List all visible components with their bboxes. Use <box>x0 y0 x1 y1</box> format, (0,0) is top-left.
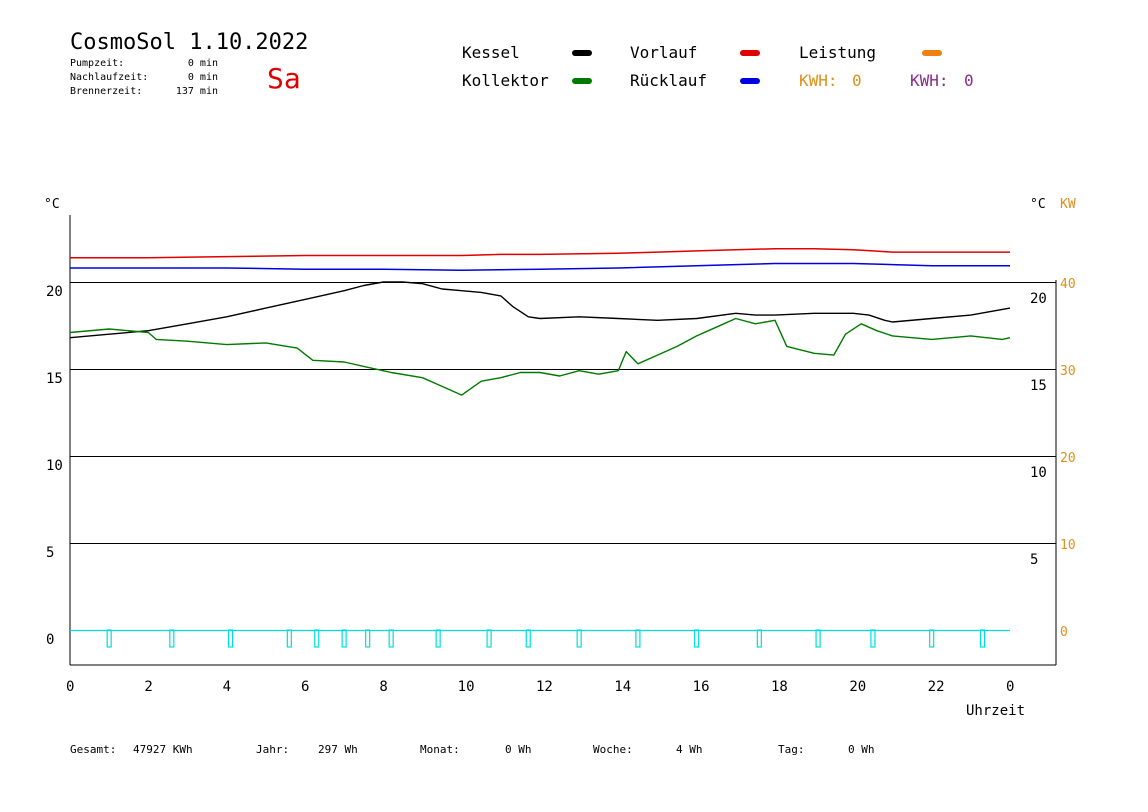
series-leistung-pulse-3 <box>286 629 292 648</box>
y-tick-left-5: 5 <box>46 545 54 561</box>
page-title: CosmoSol 1.10.2022 <box>70 30 309 55</box>
footer-jahr-value: 297 Wh <box>318 743 358 756</box>
y-tick-left-0: 0 <box>46 632 54 648</box>
x-tick-12: 0 <box>1006 679 1014 695</box>
series-leistung-pulse-2 <box>227 629 234 648</box>
legend-ruecklauf-swatch <box>740 78 760 84</box>
x-tick-4: 8 <box>379 679 387 695</box>
x-tick-2: 4 <box>223 679 231 695</box>
legend-kollektor-swatch <box>572 78 592 84</box>
series-kessel <box>69 281 1011 339</box>
x-tick-5: 10 <box>458 679 475 695</box>
series-leistung-pulse-1 <box>169 629 175 648</box>
legend-kwh-orange-label: KWH: <box>799 71 838 90</box>
series-leistung-pulse-14 <box>756 629 762 648</box>
footer-tag-value: 0 Wh <box>848 743 875 756</box>
stat-nachlaufzeit-value: 0 min <box>187 72 218 83</box>
x-tick-0: 0 <box>66 679 74 695</box>
footer-gesamt-value: 47927 KWh <box>133 743 193 756</box>
series-kollektor <box>69 317 1011 396</box>
legend-vorlauf-label: Vorlauf <box>630 43 698 62</box>
y-tick-right-temp-20: 20 <box>1030 291 1047 307</box>
y-tick-right-power-40: 40 <box>1060 277 1076 292</box>
y-tick-right-temp-10: 10 <box>1030 465 1047 481</box>
x-tick-10: 20 <box>849 679 866 695</box>
chart-labels: 20 15 10 5 0 20 15 10 5 40 30 20 10 0 °C °C KW 0 2 4 6 8 10 12 1… <box>44 197 1076 719</box>
series-leistung-pulse-18 <box>979 629 986 648</box>
series-leistung-pulse-13 <box>694 629 700 648</box>
series-leistung-pulse-16 <box>870 629 876 648</box>
stat-nachlaufzeit-label: Nachlaufzeit: <box>70 72 149 83</box>
y-tick-right-temp-5: 5 <box>1030 552 1038 568</box>
legend-kwh-purple-value: 0 <box>964 71 974 90</box>
right-temp-unit-label: °C <box>1030 197 1046 212</box>
x-tick-7: 14 <box>614 679 631 695</box>
footer-monat-value: 0 Wh <box>505 743 532 756</box>
stat-brennerzeit-value: 137 min <box>175 86 218 97</box>
y-tick-right-power-0: 0 <box>1060 625 1068 640</box>
stat-pumpzeit-value: 0 min <box>187 58 218 69</box>
series-leistung-pulse-15 <box>815 629 821 648</box>
series-leistung-pulse-5 <box>341 629 347 648</box>
stat-pumpzeit-label: Pumpzeit: <box>70 58 125 69</box>
series-vorlauf <box>70 247 1010 259</box>
chart-grid <box>69 215 1057 666</box>
footer-jahr-label: Jahr: <box>256 743 290 756</box>
legend-kollektor-label: Kollektor <box>462 71 549 90</box>
series-rcklauf <box>70 262 1010 272</box>
legend-leistung-label: Leistung <box>799 43 877 62</box>
y-tick-right-temp-15: 15 <box>1030 378 1047 394</box>
legend-kwh-orange-value: 0 <box>852 71 862 90</box>
series-leistung-pulse-10 <box>525 629 531 648</box>
series-leistung-pulse-8 <box>435 629 441 648</box>
legend-kessel-label: Kessel <box>462 43 520 62</box>
y-tick-left-10: 10 <box>46 458 63 474</box>
y-tick-left-20: 20 <box>46 284 63 300</box>
y-tick-right-power-20: 20 <box>1060 451 1076 466</box>
footer-tag-label: Tag: <box>778 743 805 756</box>
series-leistung-pulse-7 <box>388 629 394 648</box>
y-tick-right-power-10: 10 <box>1060 538 1076 553</box>
series-leistung-pulse-17 <box>929 629 935 648</box>
footer-woche-label: Woche: <box>593 743 633 756</box>
stat-brennerzeit-label: Brennerzeit: <box>70 86 143 97</box>
footer-woche-value: 4 Wh <box>676 743 703 756</box>
y-tick-left-15: 15 <box>46 371 63 387</box>
footer-gesamt-label: Gesamt: <box>70 743 117 756</box>
series-leistung-pulse-9 <box>486 629 492 648</box>
left-unit-label: °C <box>44 197 60 212</box>
series-leistung-pulse-11 <box>576 629 582 648</box>
legend-leistung-swatch <box>922 50 942 56</box>
chart-series <box>69 247 1011 648</box>
y-tick-right-power-30: 30 <box>1060 364 1076 379</box>
series-leistung-pulse-0 <box>106 629 112 648</box>
series-leistung-pulse-6 <box>365 629 371 648</box>
footer-monat-label: Monat: <box>420 743 460 756</box>
x-tick-8: 16 <box>693 679 710 695</box>
x-tick-3: 6 <box>301 679 309 695</box>
x-tick-6: 12 <box>536 679 553 695</box>
legend-kessel-swatch <box>572 50 592 56</box>
legend-vorlauf-swatch <box>740 50 760 56</box>
x-tick-1: 2 <box>144 679 152 695</box>
x-tick-11: 22 <box>928 679 945 695</box>
series-leistung-pulse-4 <box>314 629 320 648</box>
legend-kwh-purple-label: KWH: <box>910 71 949 90</box>
x-tick-9: 18 <box>771 679 788 695</box>
day-of-week: Sa <box>267 62 301 95</box>
series-leistung-pulse-12 <box>635 629 641 648</box>
legend-ruecklauf-label: Rücklauf <box>630 71 708 90</box>
right-power-unit-label: KW <box>1060 197 1076 212</box>
x-axis-label: Uhrzeit <box>966 703 1025 719</box>
